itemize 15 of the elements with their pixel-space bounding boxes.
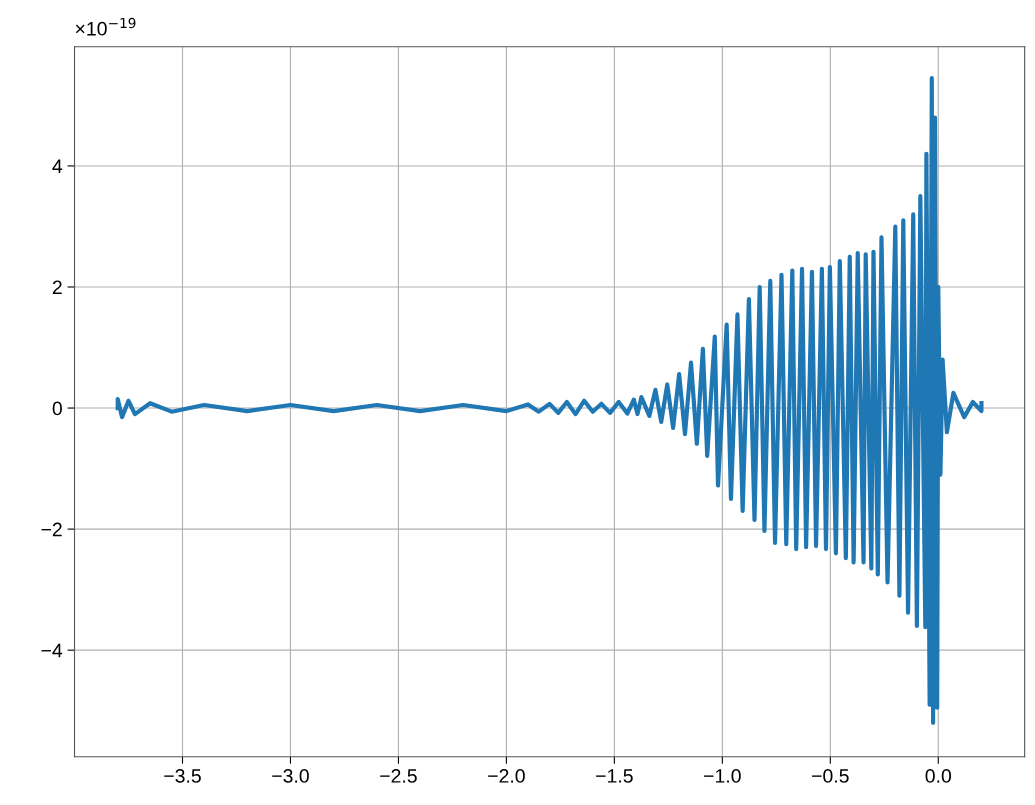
- y-tick-label: −2: [41, 522, 62, 537]
- x-tick-label: −2.0: [488, 769, 525, 783]
- x-tick-label: −3.5: [164, 769, 201, 783]
- y-tick-label: 2: [52, 280, 62, 295]
- x-tick-label: −3.0: [272, 769, 309, 783]
- y-tick-label: −4: [41, 643, 63, 658]
- x-tick-label: −1.0: [704, 769, 741, 783]
- text: ×10$^{−19}$: [75, 17, 136, 36]
- x-tick-label: −1.5: [596, 769, 633, 783]
- y-tick-label: 0: [52, 401, 62, 416]
- line-series: [115, 76, 984, 725]
- x-tick-label: −2.5: [380, 769, 417, 783]
- x-tick-label: 0.0: [925, 769, 952, 783]
- y-tick-label: 4: [52, 159, 63, 173]
- x-tick-label: −0.5: [812, 769, 849, 783]
